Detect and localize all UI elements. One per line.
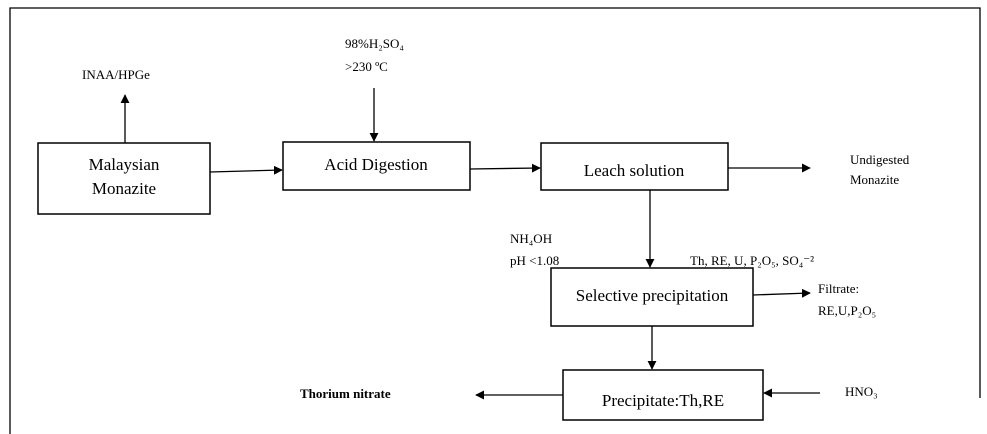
annotation: >230 ºC <box>345 59 388 74</box>
annotation: 98%H₂SO₄ <box>345 36 404 51</box>
node-label: Leach solution <box>584 161 685 180</box>
node-label: Selective precipitation <box>576 286 729 305</box>
frame <box>9 7 981 434</box>
node-box <box>562 369 764 421</box>
annotation: pH <1.08 <box>510 253 559 268</box>
node-label: Precipitate:Th,RE <box>602 391 724 410</box>
annotation: RE,U,P₂O₅ <box>818 303 876 318</box>
arrow <box>752 288 811 298</box>
annotation: HNO₃ <box>845 384 878 399</box>
annotation: INAA/HPGe <box>82 67 150 82</box>
arrow <box>469 163 541 173</box>
arrow <box>209 165 283 175</box>
annotation: Th, RE, U, P₂O₅, SO₄⁻² <box>690 253 814 268</box>
annotation: NH₄OH <box>510 231 552 246</box>
annotation: Undigested <box>850 152 910 167</box>
node-label: Acid Digestion <box>324 155 428 174</box>
node-box <box>37 142 211 215</box>
annotation: Thorium nitrate <box>300 386 391 401</box>
annotation: Filtrate: <box>818 281 859 296</box>
annotation: Monazite <box>850 172 899 187</box>
node-label: Malaysian <box>89 155 160 174</box>
node-box <box>550 267 754 327</box>
node-label: Monazite <box>92 179 156 198</box>
node-box <box>282 141 471 191</box>
node-box <box>540 142 729 191</box>
